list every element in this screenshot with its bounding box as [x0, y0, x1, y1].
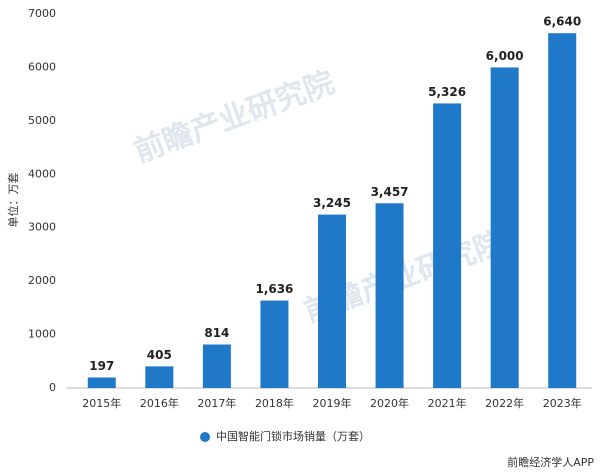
watermark: 前瞻产业研究院 — [130, 65, 339, 170]
y-tick-label: 0 — [49, 381, 56, 394]
bar — [202, 344, 231, 388]
y-tick-label: 2000 — [28, 274, 56, 287]
value-label: 6,000 — [486, 49, 524, 63]
x-tick-label: 2022年 — [485, 396, 524, 410]
x-tick-label: 2020年 — [370, 396, 409, 410]
legend-marker — [200, 432, 210, 442]
x-tick-label: 2015年 — [82, 396, 121, 410]
y-tick-label: 1000 — [28, 328, 56, 341]
y-tick-label: 4000 — [28, 167, 56, 180]
value-label: 197 — [89, 359, 114, 373]
source: 前瞻经济学人APP — [507, 455, 594, 469]
bar — [375, 203, 404, 388]
bar — [145, 366, 174, 388]
y-axis-label: 单位：万套 — [6, 173, 20, 228]
x-tick-label: 2018年 — [255, 396, 294, 410]
x-tick-label: 2023年 — [543, 396, 582, 410]
value-label: 5,326 — [428, 85, 466, 99]
x-tick-label: 2019年 — [313, 396, 352, 410]
value-label: 1,636 — [255, 282, 293, 296]
y-tick-label: 6000 — [28, 60, 56, 73]
y-tick-label: 3000 — [28, 221, 56, 234]
x-tick-label: 2021年 — [428, 396, 467, 410]
x-tick-label: 2016年 — [140, 396, 179, 410]
bar — [87, 377, 116, 388]
y-tick-label: 5000 — [28, 114, 56, 127]
value-label: 3,245 — [313, 196, 351, 210]
bar — [433, 103, 462, 389]
value-label: 6,640 — [543, 15, 581, 29]
value-label: 405 — [147, 348, 172, 362]
value-label: 814 — [204, 326, 229, 340]
bar — [490, 67, 519, 388]
value-label: 3,457 — [371, 185, 409, 199]
x-tick-label: 2017年 — [197, 396, 236, 410]
bar — [318, 214, 346, 388]
legend-label: 中国智能门锁市场销量（万套） — [216, 429, 370, 443]
bar — [548, 33, 577, 389]
y-tick-label: 7000 — [28, 7, 56, 20]
bar — [260, 300, 289, 388]
